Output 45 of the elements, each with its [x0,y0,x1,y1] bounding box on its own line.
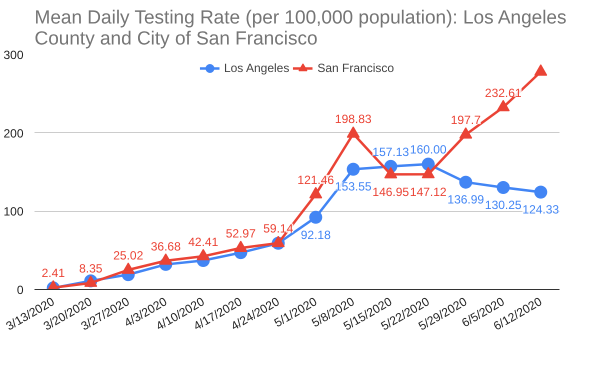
data-label: 197.7 [450,113,482,128]
data-label: 198.83 [334,112,372,126]
point [196,248,210,260]
point [496,180,510,194]
y-tick-label: 200 [3,126,24,140]
point [346,162,360,176]
data-label: 42.41 [188,234,219,249]
data-label: 136.99 [447,192,484,207]
data-label: 8.35 [79,261,103,276]
data-label: 153.55 [334,180,372,194]
point [459,176,472,189]
point [534,186,548,199]
data-label: 25.02 [113,248,144,262]
point [496,100,510,112]
y-tick-label: 100 [3,204,24,219]
point [422,166,435,178]
data-label: 52.97 [226,226,256,241]
point [272,236,285,248]
chart-title: Mean Daily Testing Rate (per 100,000 population): Los Angeles County and City of San Francisco [34,8,566,50]
data-label: 130.25 [484,198,522,212]
point [159,253,172,265]
data-label: 124.33 [522,202,560,217]
data-label: 147.12 [410,184,447,199]
point [309,210,322,224]
data-label: 59.14 [263,222,294,236]
point [459,127,472,139]
point [122,262,135,274]
point [534,64,548,76]
point [309,186,322,198]
point [234,240,248,252]
point [384,166,398,178]
legend-label: San Francisco [317,61,394,75]
y-tick-label: 0 [16,283,24,297]
legend-label: Los Angeles [224,61,290,75]
data-label: 232.61 [484,86,522,100]
data-label: 157.13 [372,144,410,159]
data-label: 121.46 [297,172,334,187]
point [422,158,435,171]
data-label: 146.95 [372,184,410,199]
data-label: 2.41 [42,266,66,280]
data-label: 160.00 [410,142,447,157]
y-tick-label: 300 [3,48,24,62]
data-label: 36.68 [150,239,182,254]
data-label: 92.18 [300,228,332,242]
point [346,126,360,138]
